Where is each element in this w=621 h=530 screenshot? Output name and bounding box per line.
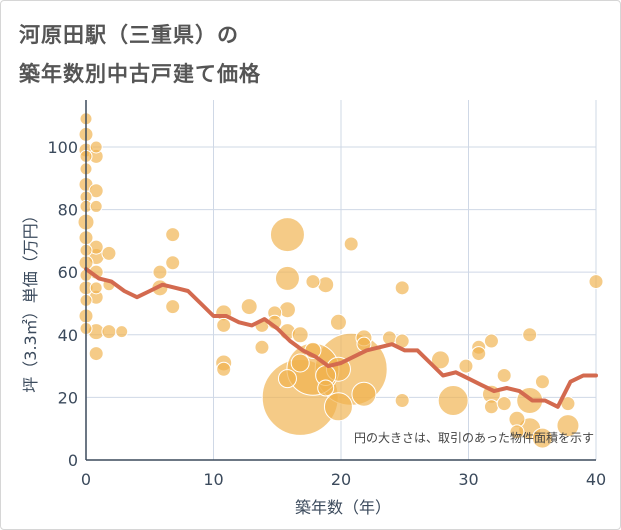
axes (85, 100, 596, 461)
data-point-bubble (254, 339, 270, 355)
data-point-bubble (483, 399, 499, 415)
data-point-bubble (394, 280, 410, 296)
average-trend-line (84, 267, 598, 409)
data-point-bubble (483, 333, 499, 349)
x-tick-label: 20 (331, 470, 351, 489)
tick-labels: 0 20 40 60 80 100 0 10 20 30 40 (47, 138, 606, 489)
x-tick-label: 30 (458, 470, 478, 489)
data-point-bubble (165, 299, 181, 315)
y-tick-label: 20 (58, 388, 78, 407)
data-point-bubble (496, 367, 512, 383)
data-point-bubble (305, 274, 321, 290)
data-point-bubble (394, 393, 410, 409)
data-point-bubble (291, 326, 309, 344)
x-axis-label: 築年数（年） (295, 498, 391, 517)
data-point-bubble (317, 276, 335, 294)
data-point-bubble (152, 264, 168, 280)
x-tick-label: 10 (203, 470, 223, 489)
y-axis-label: 坪（3.3㎡）単価（万円） (21, 207, 40, 392)
data-point-bubble (522, 327, 538, 343)
y-tick-label: 40 (58, 326, 78, 345)
y-tick-label: 100 (47, 138, 78, 157)
data-point-bubble (216, 317, 232, 333)
data-point-bubble (88, 183, 104, 199)
data-point-bubble (216, 361, 232, 377)
data-point-bubble (329, 313, 347, 331)
y-tick-label: 60 (58, 263, 78, 282)
size-legend-note: 円の大きさは、取引のあった物件面積を示す (354, 430, 594, 445)
data-point-bubble (471, 346, 487, 362)
data-point-bubble (588, 274, 604, 290)
data-point-bubble (165, 227, 181, 243)
data-point-bubble (351, 381, 377, 407)
data-point-bubble (101, 324, 117, 340)
data-point-bubble (278, 301, 296, 319)
data-point-bubble (89, 281, 103, 295)
data-point-bubble (531, 427, 553, 449)
trend-line-group (84, 267, 598, 409)
data-point-bubble (343, 236, 359, 252)
data-point-bubble (88, 346, 104, 362)
data-point-bubble (437, 385, 469, 417)
x-tick-label: 0 (81, 470, 91, 489)
data-point-bubble (509, 424, 525, 440)
data-point-bubble (534, 374, 550, 390)
data-point-bubble (89, 199, 103, 213)
data-point-bubble (290, 353, 310, 373)
y-tick-label: 80 (58, 201, 78, 220)
data-point-bubble (496, 396, 512, 412)
data-point-bubble (115, 325, 129, 339)
chart-title-line1: 河原田駅（三重県）の (19, 23, 239, 47)
data-point-bubble (317, 379, 335, 397)
data-point-bubble (277, 369, 297, 389)
data-point-bubble (89, 140, 103, 154)
x-tick-label: 40 (586, 470, 606, 489)
data-point-bubble (101, 245, 117, 261)
data-point-bubble (165, 255, 181, 271)
data-point-bubble (323, 392, 353, 422)
data-point-bubble (430, 350, 450, 370)
y-tick-label: 0 (68, 451, 78, 470)
data-point-bubble (240, 298, 258, 316)
data-point-bubble (556, 414, 580, 438)
data-point-bubble (274, 265, 300, 291)
data-point-bubble (269, 217, 305, 253)
data-point-bubble (458, 358, 474, 374)
chart-title-line2: 築年数別中古戸建て価格 (19, 62, 261, 86)
